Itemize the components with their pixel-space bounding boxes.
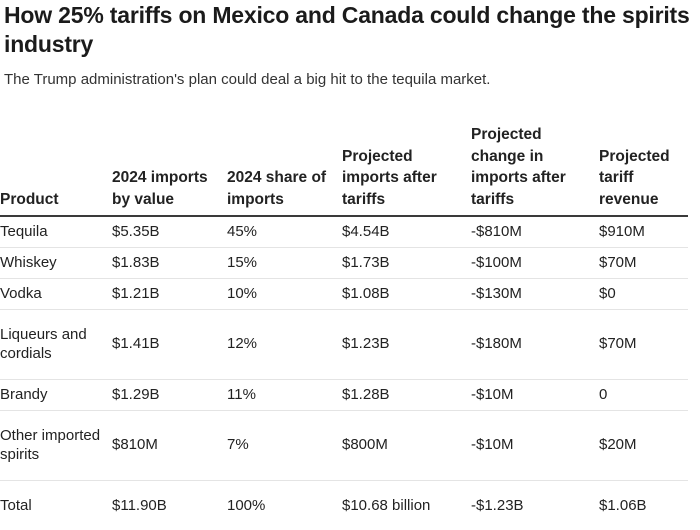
table-cell: -$10M: [471, 410, 599, 481]
table-cell: $910M: [599, 216, 688, 248]
table-cell: $1.73B: [342, 247, 471, 279]
table-cell: $1.23B: [342, 309, 471, 380]
table-cell: 0: [599, 379, 688, 411]
table-row: Other imported spirits $810M 7% $800M -$…: [0, 410, 688, 481]
table-cell: $1.21B: [112, 278, 227, 310]
total-row: Total $11.90B 100% $10.68 billion -$1.23…: [0, 480, 688, 530]
table-cell: $5.35B: [112, 216, 227, 248]
table-row: Brandy $1.29B 11% $1.28B -$10M 0: [0, 379, 688, 411]
table-cell: $70M: [599, 309, 688, 380]
table-cell: -$180M: [471, 309, 599, 380]
table-cell: Vodka: [0, 278, 112, 310]
table-cell: Total: [0, 496, 32, 514]
table-cell: $1.41B: [112, 309, 227, 380]
table-cell: Liqueurs and cordials: [0, 309, 112, 380]
table-cell: $11.90B: [112, 496, 167, 514]
column-header-tariff-revenue: Projected tariff revenue: [599, 120, 688, 217]
table-cell: $1.06B: [599, 496, 647, 514]
table-row: Liqueurs and cordials $1.41B 12% $1.23B …: [0, 309, 688, 380]
table-cell: Whiskey: [0, 247, 112, 279]
table-cell: $810M: [112, 410, 227, 481]
column-header-imports-value: 2024 imports by value: [112, 120, 227, 217]
table-cell: $20M: [599, 410, 688, 481]
table-row: Tequila $5.35B 45% $4.54B -$810M $910M: [0, 216, 688, 248]
data-table: Product 2024 imports by value 2024 share…: [0, 120, 688, 530]
table-cell: $1.28B: [342, 379, 471, 411]
page-title: How 25% tariffs on Mexico and Canada cou…: [4, 2, 690, 57]
table-cell: $1.29B: [112, 379, 227, 411]
table-cell: 10%: [227, 278, 342, 310]
column-header-projected-imports: Projected imports after tariffs: [342, 120, 471, 217]
table-cell: -$1.23B: [471, 496, 524, 514]
table-cell: -$130M: [471, 278, 599, 310]
table-cell: $70M: [599, 247, 688, 279]
column-header-share: 2024 share of imports: [227, 120, 342, 217]
table-cell: Tequila: [0, 216, 112, 248]
table-cell: 15%: [227, 247, 342, 279]
table-cell: $4.54B: [342, 216, 471, 248]
table-cell: 100%: [227, 496, 266, 514]
header-row: Product 2024 imports by value 2024 share…: [0, 120, 688, 217]
table-cell: 45%: [227, 216, 342, 248]
table-cell: 7%: [227, 410, 342, 481]
page-subtitle: The Trump administration's plan could de…: [4, 71, 491, 88]
table-cell: -$810M: [471, 216, 599, 248]
page-content: How 25% tariffs on Mexico and Canada cou…: [4, 0, 694, 90]
table-cell: $800M: [342, 410, 471, 481]
table-cell: 11%: [227, 379, 342, 411]
table-cell: $1.08B: [342, 278, 471, 310]
table-cell: $1.83B: [112, 247, 227, 279]
table-cell: -$100M: [471, 247, 599, 279]
column-header-product: Product: [0, 120, 112, 217]
table-cell: $0: [599, 278, 688, 310]
table-cell: Brandy: [0, 379, 112, 411]
table-cell: $10.68 billion: [342, 496, 431, 514]
table-row: Whiskey $1.83B 15% $1.73B -$100M $70M: [0, 247, 688, 279]
table-cell: 12%: [227, 309, 342, 380]
table-cell: Other imported spirits: [0, 410, 112, 481]
table-row: Vodka $1.21B 10% $1.08B -$130M $0: [0, 278, 688, 310]
table-cell: -$10M: [471, 379, 599, 411]
column-header-projected-change: Projected change in imports after tariff…: [471, 120, 599, 217]
